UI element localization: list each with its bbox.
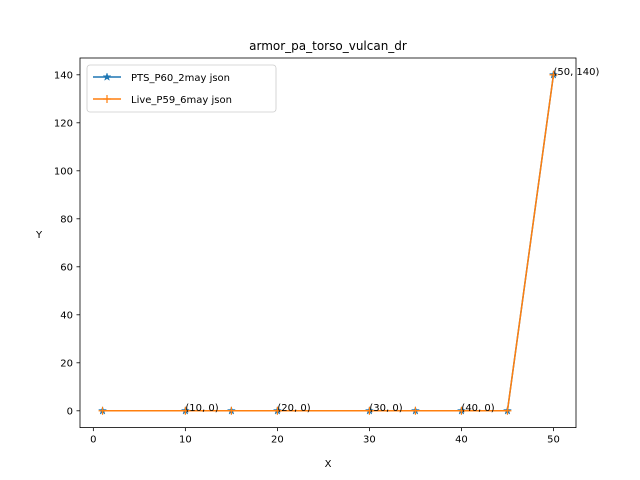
x-tick-label: 50	[547, 435, 560, 446]
data-point	[365, 406, 374, 415]
legend-entry: Live_P59_6may json	[93, 95, 232, 106]
data-point	[503, 406, 512, 415]
legend-box	[86, 64, 277, 113]
data-point	[549, 70, 558, 79]
y-tick-label: 40	[60, 310, 73, 321]
x-axis: 0 10 20 30 40 50	[90, 427, 560, 446]
data-point	[98, 406, 107, 415]
x-axis-title: X	[325, 459, 332, 470]
y-tick-label: 20	[60, 358, 73, 369]
x-tick-label: 0	[90, 435, 96, 446]
x-tick-label: 40	[455, 435, 468, 446]
x-tick-label: 10	[179, 435, 192, 446]
data-point	[457, 406, 466, 415]
chart-title: armor_pa_torso_vulcan_dr	[249, 39, 407, 53]
data-point	[227, 406, 236, 415]
legend-entry: PTS_P60_2may json	[93, 72, 230, 84]
plot-frame	[79, 57, 577, 429]
legend-marker	[103, 95, 111, 103]
data-point	[181, 406, 190, 415]
point-annotation: (30, 0)	[369, 403, 402, 414]
y-tick-label: 140	[54, 70, 73, 81]
point-annotation: (40, 0)	[461, 403, 494, 414]
annotation-layer: (10, 0) (20, 0) (30, 0) (40, 0) (50, 140)	[185, 67, 599, 414]
legend-label: Live_P59_6may json	[131, 95, 232, 106]
y-tick-label: 120	[54, 118, 73, 129]
y-tick-label: 80	[60, 214, 73, 225]
legend-label: PTS_P60_2may json	[131, 73, 230, 84]
data-point	[411, 406, 420, 415]
y-axis: 0 20 40 60 80 100 120 140	[54, 70, 80, 417]
data-point	[273, 406, 282, 415]
legend-marker	[102, 72, 112, 81]
point-annotation: (20, 0)	[277, 403, 310, 414]
point-annotation: (50, 140)	[553, 67, 599, 78]
legend: PTS_P60_2may json Live_P59_6may json	[86, 64, 277, 113]
series-layer	[98, 70, 558, 415]
point-annotation: (10, 0)	[185, 403, 218, 414]
y-axis-title: Y	[35, 230, 43, 241]
y-tick-label: 100	[54, 166, 73, 177]
y-tick-label: 0	[67, 406, 73, 417]
x-tick-label: 30	[363, 435, 376, 446]
x-tick-label: 20	[271, 435, 284, 446]
series-2	[98, 70, 558, 415]
y-tick-label: 60	[60, 262, 73, 273]
